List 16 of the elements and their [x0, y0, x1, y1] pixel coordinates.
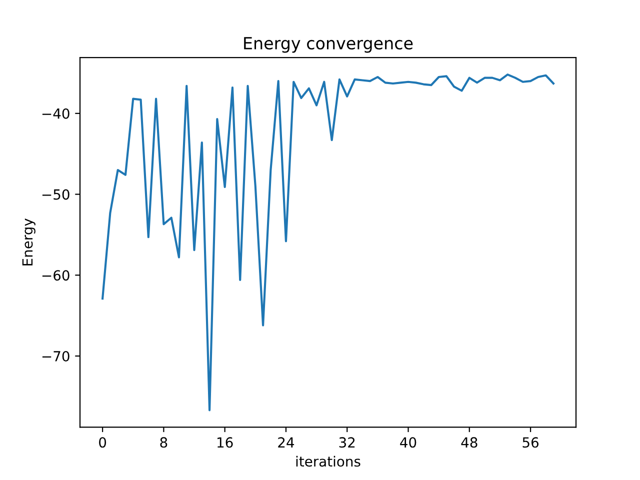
- y-axis-title: Energy: [22, 218, 36, 266]
- x-tick-label: 40: [400, 437, 416, 448]
- x-tick-label: 48: [461, 437, 478, 448]
- y-tick-label: −50: [42, 189, 70, 200]
- y-tick-label: −60: [42, 270, 70, 281]
- x-tick-label: 32: [339, 437, 355, 448]
- line-series: [102, 74, 554, 412]
- x-tick-label: 24: [278, 437, 294, 448]
- x-tick-label: 8: [160, 437, 168, 448]
- x-tick-label: 0: [99, 437, 106, 448]
- y-tick-label: −40: [42, 108, 70, 119]
- y-tick-label: −70: [42, 351, 70, 362]
- x-axis-title: iterations: [296, 456, 360, 467]
- x-tick-label: 16: [218, 437, 233, 448]
- x-tick-label: 56: [522, 437, 538, 448]
- chart-title: Energy convergence: [244, 37, 413, 53]
